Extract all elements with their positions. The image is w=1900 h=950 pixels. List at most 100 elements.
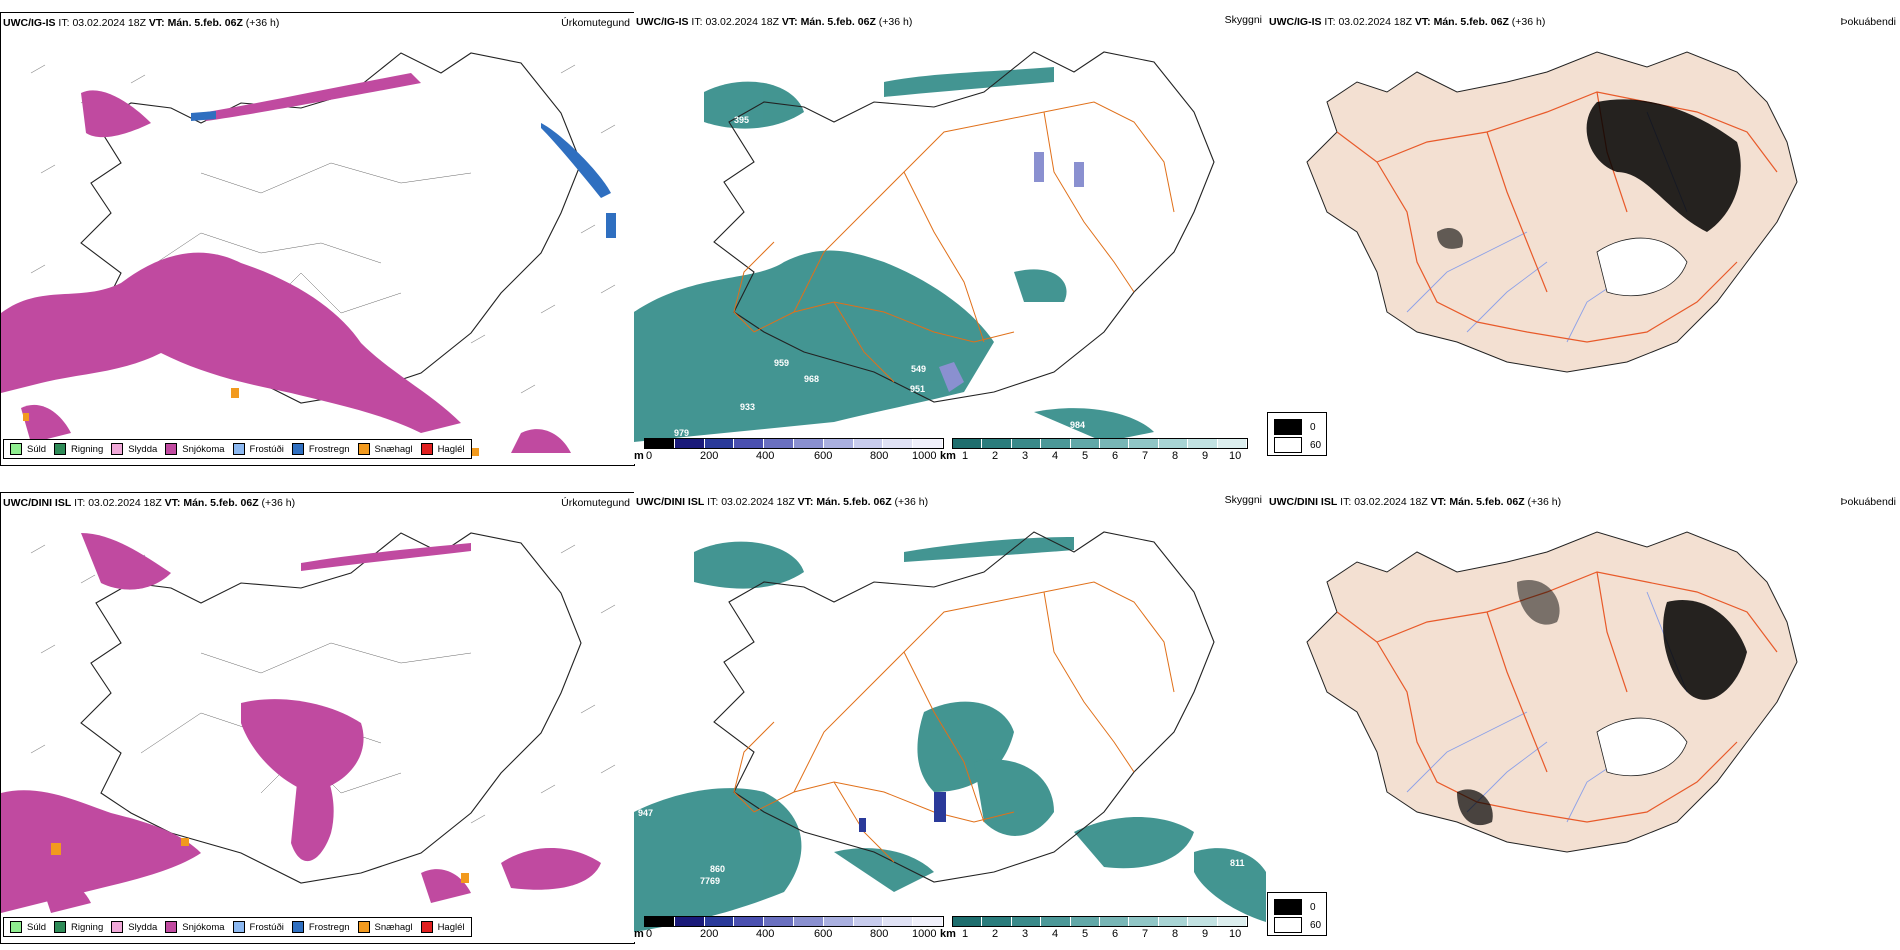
scale-tick: 600 — [814, 450, 833, 462]
visibility-label: 811 — [1230, 858, 1245, 868]
panel-header: UWC/IG-IS IT: 03.02.2024 18Z VT: Mán. 5.… — [636, 16, 913, 28]
scale-swatch-km — [1158, 439, 1189, 448]
legend-label: Slydda — [128, 443, 158, 455]
scale-tick: 10 — [1229, 928, 1242, 940]
fog-swatch-60 — [1274, 437, 1302, 453]
swatch-frostudi — [232, 443, 245, 455]
panel-header: UWC/DINI ISL IT: 03.02.2024 18Z VT: Mán.… — [1269, 496, 1562, 508]
scale-swatch-m — [883, 917, 914, 926]
scale-swatch-m — [674, 917, 705, 926]
visibility-label: 984 — [1070, 420, 1086, 430]
legend-label: Frostregn — [308, 443, 350, 455]
scale-unit-km: km — [940, 450, 956, 462]
visibility-panel-row2: UWC/DINI ISL IT: 03.02.2024 18Z VT: Mán.… — [634, 492, 1266, 942]
scale-tick: 3 — [1022, 928, 1029, 940]
legend-label: Snjókoma — [182, 921, 225, 933]
visibility-label: 979 — [674, 428, 690, 438]
scale-tick: 6 — [1112, 450, 1119, 462]
scale-swatch-m — [734, 917, 765, 926]
fog-legend: 0 60 — [1267, 892, 1327, 936]
visibility-label: 752 — [976, 854, 992, 864]
scale-swatch-m — [645, 439, 675, 448]
fog-swatch-60 — [1274, 917, 1302, 933]
scale-tick: 600 — [814, 928, 833, 940]
visibility-label: 883 — [1102, 868, 1118, 878]
visibility-label: 959 — [774, 358, 790, 368]
scale-swatch-km — [1041, 917, 1071, 926]
scale-swatch-m — [704, 917, 735, 926]
scale-tick: 8 — [1172, 450, 1179, 462]
fog-legend: 0 60 — [1267, 412, 1327, 456]
scale-swatch-km — [982, 439, 1012, 448]
panel-title: Skyggni — [1224, 14, 1262, 26]
scale-tick: 4 — [1052, 450, 1059, 462]
scale-swatch-m — [793, 917, 824, 926]
scale-tick: 5 — [1082, 928, 1089, 940]
visibility-km-scale — [952, 438, 1248, 449]
scale-swatch-km — [1217, 917, 1248, 926]
fog-panel-row1: UWC/IG-IS IT: 03.02.2024 18Z VT: Mán. 5.… — [1267, 12, 1900, 464]
swatch-snaehagl — [357, 443, 370, 455]
panel-title: Úrkomutegund — [561, 17, 630, 29]
legend-label: Súld — [27, 443, 47, 455]
swatch-frostudi — [232, 921, 245, 933]
fog-swatch-0 — [1274, 899, 1302, 915]
scale-tick: 200 — [700, 928, 719, 940]
visibility-label: 947 — [638, 808, 654, 818]
fog-legend-label: 0 — [1310, 421, 1316, 433]
scale-tick: 1000 — [912, 928, 937, 940]
legend-label: Haglél — [437, 443, 465, 455]
scale-swatch-m — [913, 439, 943, 448]
legend-label: Súld — [27, 921, 47, 933]
scale-swatch-m — [823, 439, 854, 448]
scale-swatch-km — [1158, 917, 1189, 926]
iceland-outline — [713, 531, 1215, 883]
scale-swatch-km — [1100, 917, 1130, 926]
precip-legend: Súld Rigning Slydda Snjókoma Frostúði Fr… — [3, 917, 472, 937]
snow-areas — [1, 533, 601, 913]
visibility-label: 968 — [804, 374, 820, 384]
legend-label: Slydda — [128, 921, 158, 933]
panel-title: Úrkomutegund — [561, 497, 630, 509]
visibility-km-scale — [952, 916, 1248, 927]
visibility-label: 933 — [740, 402, 756, 412]
precip-legend: Súld Rigning Slydda Snjókoma Frostúði Fr… — [3, 439, 472, 459]
scale-swatch-km — [1188, 439, 1218, 448]
scale-tick: 1 — [962, 928, 969, 940]
scale-unit-m: m — [634, 928, 644, 940]
visibility-m-scale — [644, 438, 944, 449]
fog-legend-label: 60 — [1310, 919, 1322, 931]
visibility-label: 512 — [891, 730, 907, 740]
visibility-label: 7769 — [700, 876, 721, 886]
visibility-scale-labels: m 0 200 400 600 800 1000 km 1 2 3 4 5 6 … — [634, 450, 1266, 464]
swatch-rigning — [54, 443, 67, 455]
scale-swatch-m — [704, 439, 735, 448]
panel-title: Þokuábendi — [1840, 16, 1896, 28]
swatch-snjokoma — [165, 921, 178, 933]
scale-unit-km: km — [940, 928, 956, 940]
scale-swatch-km — [1217, 439, 1248, 448]
scale-tick: 9 — [1202, 928, 1209, 940]
swatch-slydda — [111, 921, 124, 933]
scale-swatch-m — [883, 439, 914, 448]
precip-panel-row2: UWC/DINI ISL IT: 03.02.2024 18Z VT: Mán.… — [0, 492, 635, 944]
scale-tick: 6 — [1112, 928, 1119, 940]
scale-swatch-m — [823, 917, 854, 926]
scale-tick: 800 — [870, 928, 889, 940]
precip-panel-row1: UWC/IG-IS IT: 03.02.2024 18Z VT: Mán. 5.… — [0, 12, 635, 466]
legend-label: Rigning — [71, 921, 104, 933]
visibility-map-row1 — [634, 51, 1215, 442]
legend-label: Snæhagl — [374, 921, 413, 933]
scale-swatch-km — [1129, 917, 1159, 926]
panel-title: Þokuábendi — [1840, 496, 1896, 508]
precip-map-row1 — [1, 52, 616, 456]
visibility-label: 837 — [860, 896, 876, 906]
swatch-sudl — [10, 921, 22, 933]
swatch-haglel — [420, 921, 433, 933]
scale-tick: 1000 — [912, 450, 937, 462]
scale-tick: 2 — [992, 450, 999, 462]
swatch-snjokoma — [165, 443, 178, 455]
swatch-frostregn — [291, 921, 304, 933]
scale-swatch-km — [982, 917, 1012, 926]
fog-legend-label: 0 — [1310, 901, 1316, 913]
